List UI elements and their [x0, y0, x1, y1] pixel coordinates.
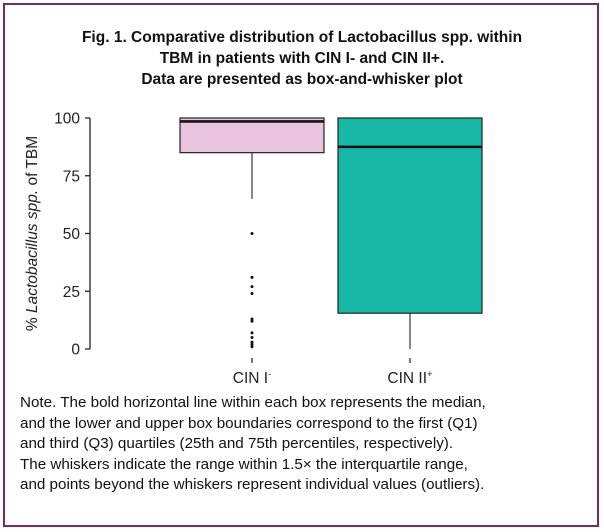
box-1-outlier-4: [250, 292, 254, 296]
box-1-outlier-5: [250, 317, 254, 321]
box-1-outlier-2: [250, 275, 254, 279]
figure-note-line-1: Note. The bold horizontal line within ea…: [20, 394, 486, 411]
figure-note-line-4: The whiskers indicate the range within 1…: [20, 455, 468, 473]
box-1-outlier-7: [250, 331, 254, 335]
figure-title-line-2: TBM in patients with CIN I- and CIN II+.: [159, 50, 445, 67]
y-tick-label-50: 50: [63, 226, 81, 243]
box-1-outlier-1: [250, 232, 254, 235]
figure-title-line-3: Data are presented as box-and-whisker pl…: [141, 71, 463, 88]
box-1-outlier-11: [250, 345, 254, 349]
box-1-outlier-3: [250, 285, 254, 289]
y-tick-label-25: 25: [63, 284, 80, 301]
x-tick-label-1: CIN I-: [233, 369, 271, 387]
box-2-iqr-box: [337, 117, 483, 314]
x-tick-label-2: CIN II+: [387, 369, 433, 387]
box-1-iqr-box: [179, 117, 325, 154]
box-1-outlier-10: [250, 342, 254, 346]
y-tick-label-100: 100: [54, 111, 80, 128]
box-1-outlier-8: [250, 335, 254, 339]
figure-note-line-2: and the lower and upper box boundaries c…: [20, 414, 478, 432]
figure-frame: [3, 3, 599, 527]
box-1-outlier-9: [250, 340, 254, 344]
figure-note: Note. The bold horizontal line within ea…: [20, 393, 590, 496]
box-1-outlier-6: [250, 319, 254, 323]
y-axis-title: % Lactobacillus spp. of TBM: [24, 136, 41, 331]
y-tick-label-0: 0: [71, 342, 80, 359]
figure-title: Fig. 1. Comparative distribution of Lact…: [10, 27, 594, 90]
figure-title-line-1: Fig. 1. Comparative distribution of Lact…: [81, 29, 523, 46]
y-tick-label-75: 75: [63, 168, 80, 185]
figure-note-line-5: and points beyond the whiskers represent…: [20, 476, 485, 493]
figure-note-line-3: and third (Q3) quartiles (25th and 75th …: [20, 435, 454, 452]
